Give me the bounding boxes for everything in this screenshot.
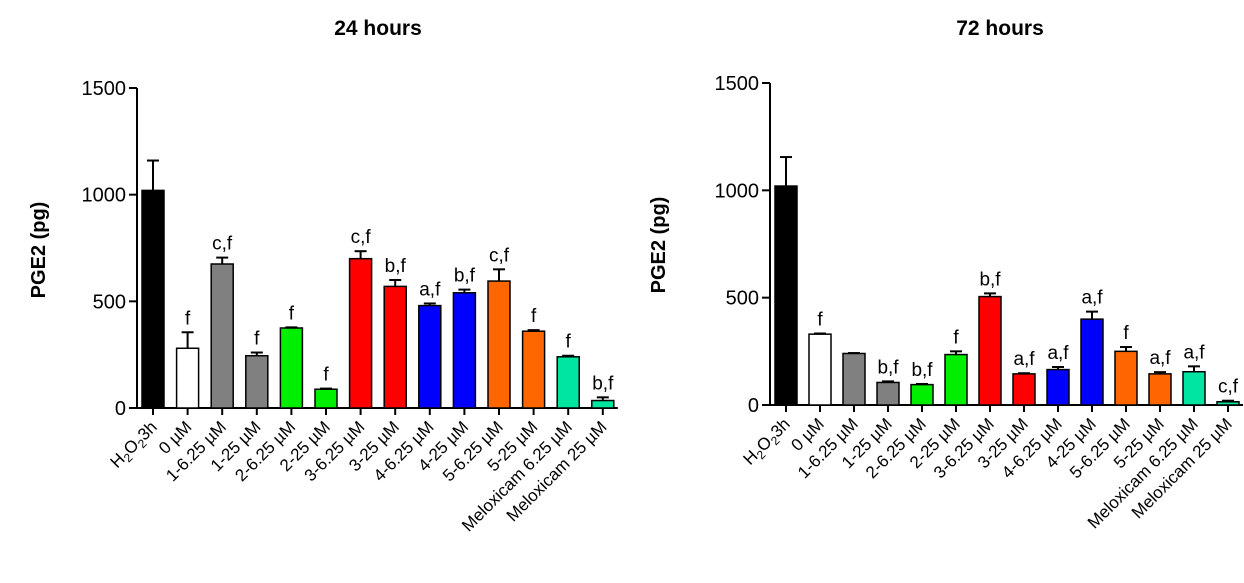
- bar: [978, 295, 1002, 406]
- significance-label: f: [289, 303, 295, 324]
- bar: [1046, 368, 1070, 406]
- significance-label: f: [817, 310, 823, 331]
- bar: [314, 388, 338, 409]
- significance-label: b,f: [454, 266, 476, 287]
- significance-label: b,f: [385, 256, 407, 277]
- significance-label: a,f: [1183, 342, 1205, 363]
- significance-label: f: [185, 308, 191, 329]
- bar: [452, 292, 477, 409]
- bar: [1216, 401, 1240, 406]
- significance-label: a,f: [1013, 349, 1035, 370]
- bar: [774, 185, 798, 406]
- bar: [944, 353, 968, 406]
- y-tick-label: 1500: [715, 73, 760, 95]
- significance-label: b,f: [877, 357, 899, 378]
- significance-label: b,f: [592, 373, 614, 394]
- significance-label: f: [531, 306, 537, 327]
- significance-label: a,f: [1047, 343, 1069, 364]
- bar: [141, 189, 165, 409]
- bar: [418, 304, 442, 409]
- bar: [556, 356, 580, 409]
- y-tick-label: 1000: [82, 185, 127, 207]
- significance-label: b,f: [911, 360, 933, 381]
- bar: [591, 399, 615, 409]
- bar: [1012, 373, 1036, 406]
- bar: [521, 330, 546, 409]
- bar: [279, 327, 304, 409]
- y-tick-label: 1500: [82, 78, 127, 100]
- bar: [808, 333, 832, 406]
- bar: [910, 383, 934, 406]
- significance-label: f: [566, 332, 572, 353]
- y-tick-label: 500: [93, 291, 126, 313]
- y-axis-label: PGE2 (pg): [648, 197, 670, 294]
- significance-label: c,f: [1218, 377, 1239, 398]
- significance-label: f: [953, 327, 959, 348]
- bar: [383, 285, 407, 409]
- bar: [175, 347, 200, 409]
- bar: [210, 263, 234, 409]
- bar: [487, 280, 511, 409]
- bar: [1148, 373, 1172, 406]
- chart-title: 24 hours: [334, 17, 422, 40]
- significance-label: f: [323, 365, 329, 386]
- bar: [1080, 318, 1104, 406]
- significance-label: a,f: [1081, 288, 1103, 309]
- y-tick-label: 0: [115, 398, 126, 420]
- significance-label: c,f: [212, 234, 233, 255]
- significance-label: c,f: [351, 227, 372, 248]
- bar: [1182, 370, 1206, 406]
- y-tick-label: 500: [726, 288, 759, 310]
- bar: [876, 381, 900, 406]
- chart-title: 72 hours: [956, 17, 1044, 40]
- significance-label: a,f: [1149, 348, 1171, 369]
- significance-label: c,f: [489, 245, 510, 266]
- bar: [1114, 350, 1138, 406]
- y-tick-label: 1000: [715, 180, 760, 202]
- y-axis-label: PGE2 (pg): [28, 202, 50, 299]
- significance-label: b,f: [979, 269, 1001, 290]
- significance-label: a,f: [419, 279, 441, 300]
- bar: [348, 257, 373, 409]
- significance-label: f: [1123, 323, 1129, 344]
- bar: [245, 354, 269, 409]
- x-tick-label: H2O23h: [107, 417, 163, 473]
- y-tick-label: 0: [748, 395, 759, 417]
- bar: [842, 352, 866, 406]
- significance-label: f: [254, 329, 260, 350]
